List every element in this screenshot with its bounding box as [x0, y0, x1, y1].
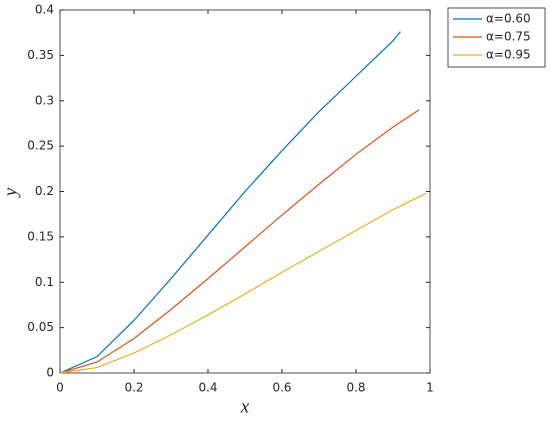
- y-axis-label: y: [0, 187, 21, 198]
- series-line: [59, 109, 420, 374]
- y-tick-label: 0.35: [27, 48, 54, 62]
- legend-label: α=0.75: [486, 30, 531, 44]
- series-line: [59, 31, 401, 374]
- series-line: [59, 192, 427, 374]
- y-tick-label: 0.15: [27, 229, 54, 243]
- x-tick-label: 0: [56, 381, 64, 395]
- x-tick-label: 0.8: [346, 381, 365, 395]
- y-tick-label: 0.2: [35, 184, 54, 198]
- y-tick-label: 0.3: [35, 93, 54, 107]
- legend-label: α=0.95: [486, 48, 531, 62]
- y-tick-label: 0.05: [27, 320, 54, 334]
- x-tick-label: 1: [426, 381, 434, 395]
- legend-label: α=0.60: [486, 12, 531, 26]
- y-tick-label: 0: [46, 366, 54, 380]
- x-tick-label: 0.6: [272, 381, 291, 395]
- x-axis-label: x: [240, 396, 250, 417]
- y-tick-label: 0.25: [27, 139, 54, 153]
- y-tick-label: 0.4: [35, 3, 54, 17]
- x-tick-label: 0.2: [124, 381, 143, 395]
- x-tick-label: 0.4: [198, 381, 217, 395]
- y-tick-label: 0.1: [35, 275, 54, 289]
